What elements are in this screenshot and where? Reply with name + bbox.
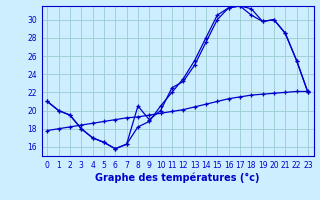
X-axis label: Graphe des températures (°c): Graphe des températures (°c) bbox=[95, 173, 260, 183]
